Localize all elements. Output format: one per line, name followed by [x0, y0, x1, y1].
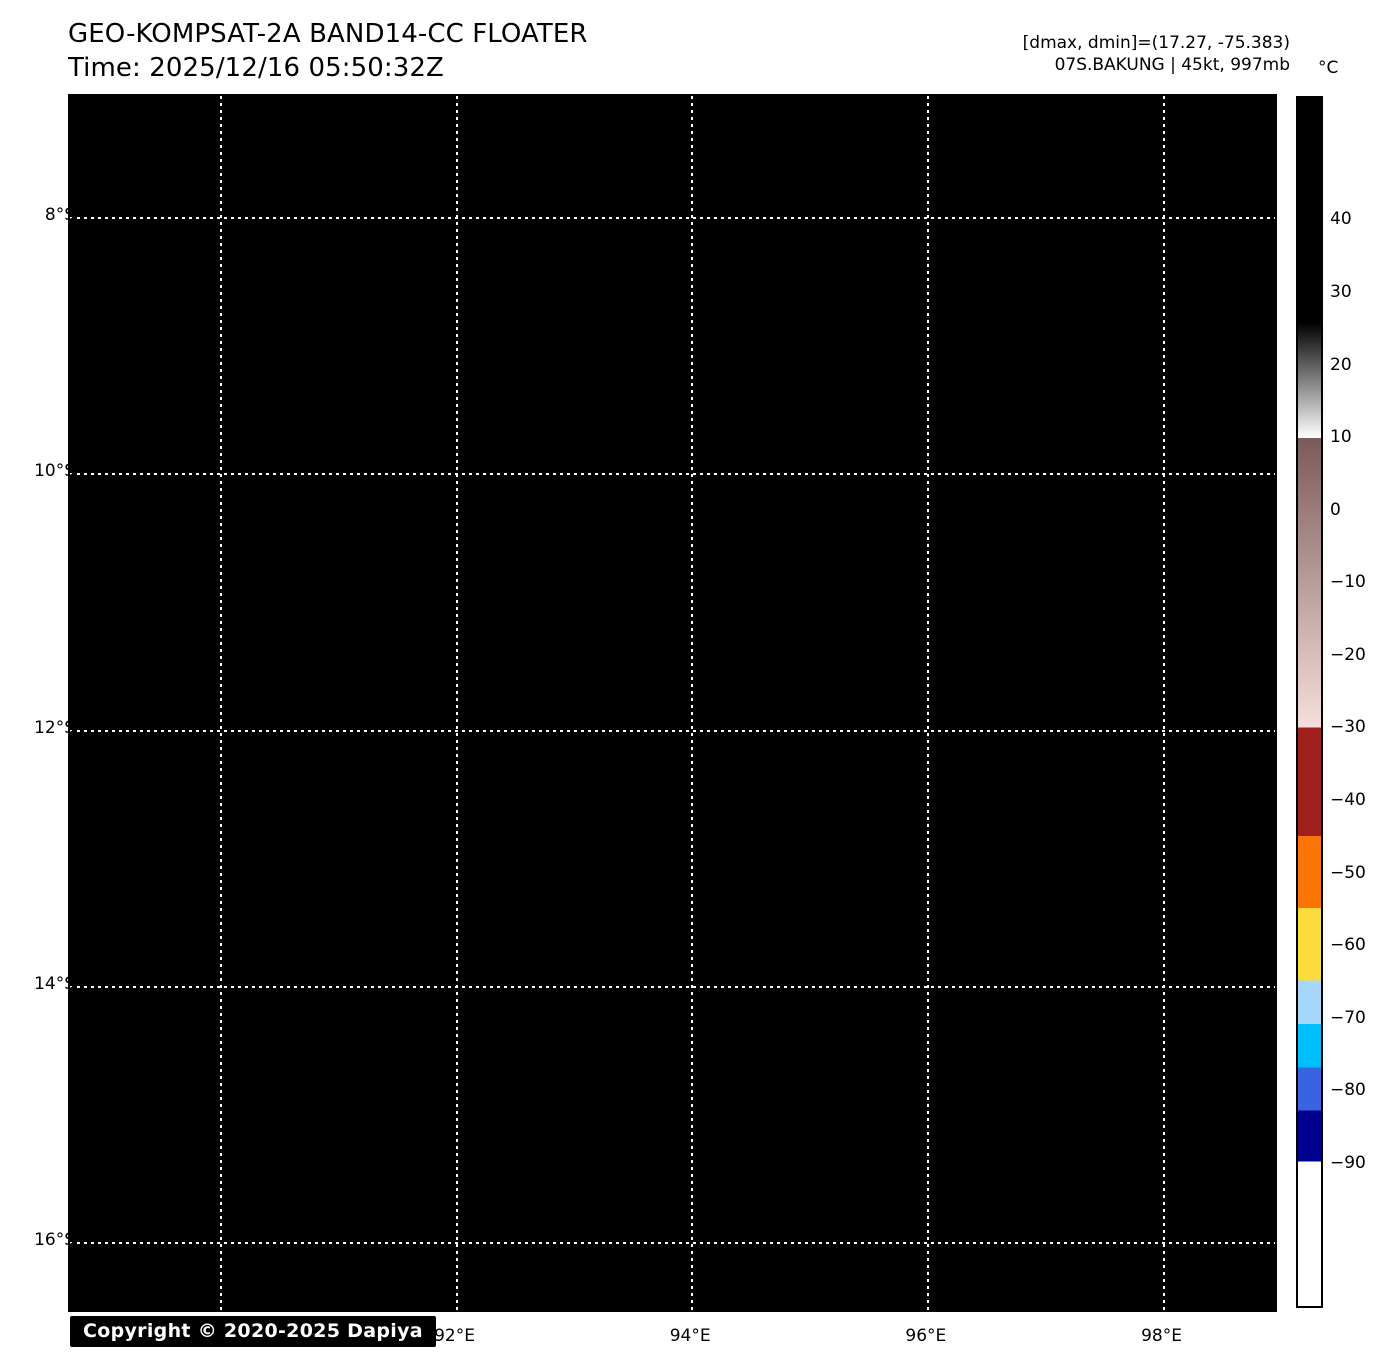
floater-image-root: GEO-KOMPSAT-2A BAND14-CC FLOATER Time: 2… [0, 0, 1388, 1359]
gridline-lon [220, 96, 222, 1310]
gridline-lat [70, 473, 1275, 475]
satellite-ir-heatmap [70, 96, 1275, 1310]
latitude-tick: 10°S [34, 461, 75, 481]
gridline-lat [70, 986, 1275, 988]
timestamp-label: Time: 2025/12/16 05:50:32Z [68, 52, 588, 86]
colorbar-tick: −10 [1330, 572, 1366, 592]
colorbar-tick: 40 [1330, 209, 1352, 229]
storm-info-label: 07S.BAKUNG | 45kt, 997mb [1023, 54, 1290, 76]
header-right: [dmax, dmin]=(17.27, -75.383) 07S.BAKUNG… [1023, 32, 1290, 76]
colorbar-tick: −50 [1330, 863, 1366, 883]
colorbar-tick: 20 [1330, 355, 1352, 375]
colorbar-tick: −60 [1330, 935, 1366, 955]
longitude-tick: 98°E [1141, 1326, 1182, 1346]
page-title: GEO-KOMPSAT-2A BAND14-CC FLOATER [68, 18, 588, 52]
colorbar-tick: 10 [1330, 427, 1352, 447]
longitude-tick: 96°E [905, 1326, 946, 1346]
latitude-tick: 16°S [34, 1230, 75, 1250]
latitude-tick: 14°S [34, 974, 75, 994]
colorbar-tick: −70 [1330, 1008, 1366, 1028]
gridline-lat [70, 730, 1275, 732]
gridline-lat [70, 1242, 1275, 1244]
colorbar-tick: −90 [1330, 1153, 1366, 1173]
colorbar-tick: 0 [1330, 500, 1341, 520]
colorbar-tick: −30 [1330, 717, 1366, 737]
colorbar-unit-label: °C [1318, 58, 1338, 78]
longitude-tick: 94°E [670, 1326, 711, 1346]
latitude-tick: 8°S [45, 205, 75, 225]
longitude-tick: 92°E [434, 1326, 475, 1346]
dmax-dmin-label: [dmax, dmin]=(17.27, -75.383) [1023, 32, 1290, 54]
colorbar-tick: 30 [1330, 282, 1352, 302]
latitude-tick: 12°S [34, 718, 75, 738]
colorbar-tick: −20 [1330, 645, 1366, 665]
colorbar-gradient [1298, 98, 1321, 1306]
colorbar [1296, 96, 1323, 1308]
gridline-lon [1163, 96, 1165, 1310]
satellite-image-plot [68, 94, 1277, 1312]
gridline-lon [691, 96, 693, 1310]
colorbar-tick: −40 [1330, 790, 1366, 810]
gridline-lat [70, 217, 1275, 219]
gridline-lon [456, 96, 458, 1310]
copyright-banner: Copyright © 2020-2025 Dapiya [70, 1316, 436, 1347]
header-left: GEO-KOMPSAT-2A BAND14-CC FLOATER Time: 2… [68, 18, 588, 86]
colorbar-tick: −80 [1330, 1080, 1366, 1100]
gridline-lon [927, 96, 929, 1310]
